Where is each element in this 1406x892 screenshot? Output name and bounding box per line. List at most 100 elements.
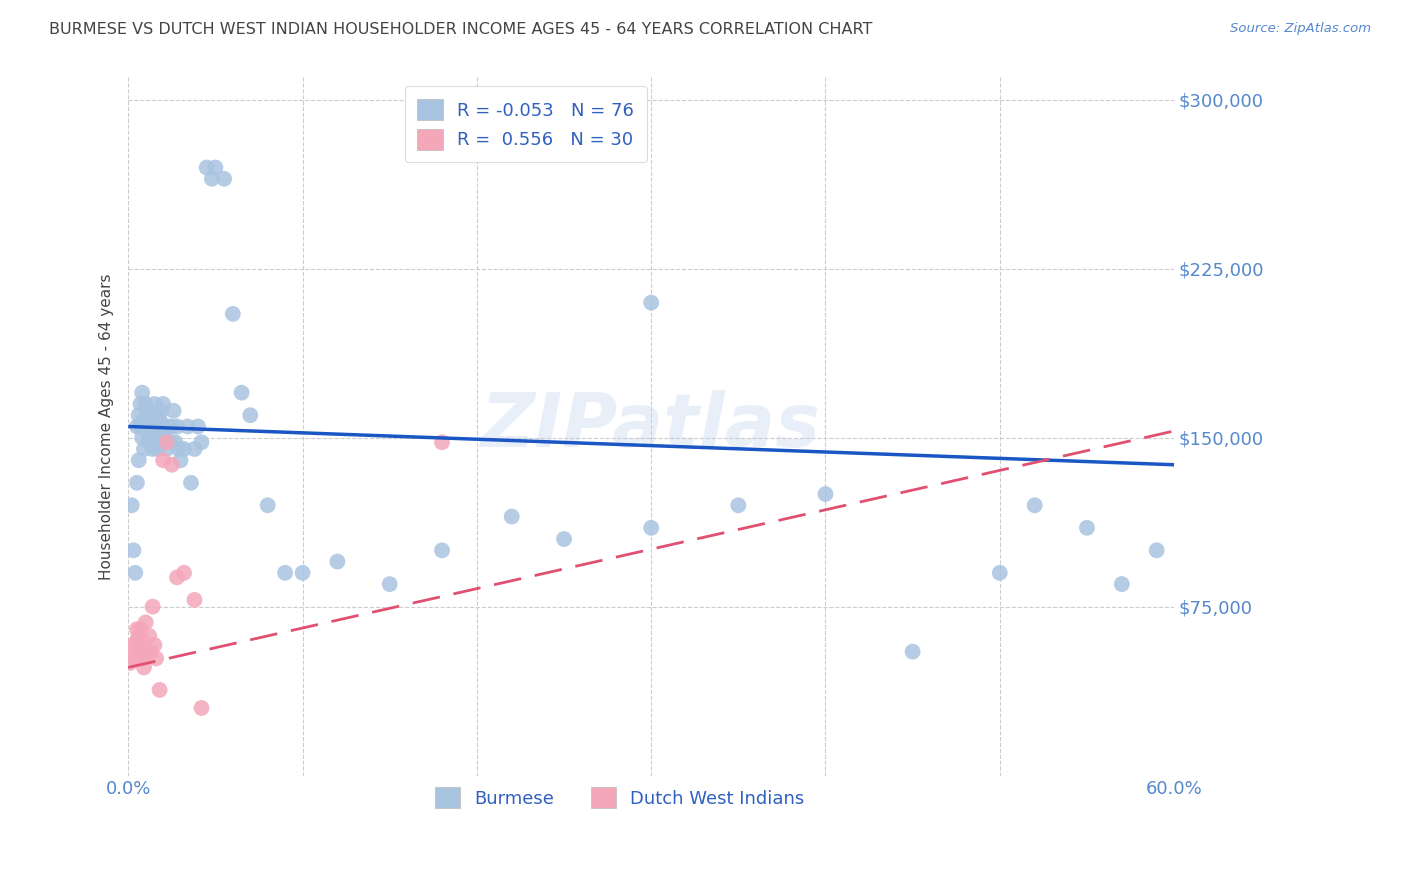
Point [125,633,148,648]
Point [553,532,575,546]
Point [153,431,176,445]
Point [136,645,159,659]
Text: ZIPatlas: ZIPatlas [481,390,821,463]
Point [132,442,155,456]
Point [231,385,253,400]
Point [149,426,172,441]
Point [239,408,262,422]
Y-axis label: Householder Income Ages 45 - 64 years: Householder Income Ages 45 - 64 years [100,273,114,580]
Point [187,419,209,434]
Point [145,435,167,450]
Point [135,419,157,434]
Point [166,570,188,584]
Point [640,295,662,310]
Point [129,622,152,636]
Point [195,161,218,175]
Point [183,442,205,456]
Point [150,403,173,417]
Point [1146,543,1168,558]
Point [131,385,153,400]
Point [138,435,160,450]
Text: BURMESE VS DUTCH WEST INDIAN HOUSEHOLDER INCOME AGES 45 - 64 YEARS CORRELATION C: BURMESE VS DUTCH WEST INDIAN HOUSEHOLDER… [49,22,873,37]
Legend: Burmese, Dutch West Indians: Burmese, Dutch West Indians [427,780,811,815]
Point [146,442,169,456]
Point [136,426,159,441]
Point [162,403,184,417]
Point [128,629,150,643]
Point [145,651,167,665]
Point [149,682,172,697]
Point [167,442,190,456]
Point [155,435,177,450]
Point [212,171,235,186]
Point [166,419,188,434]
Point [139,403,162,417]
Point [160,458,183,472]
Point [131,633,153,648]
Point [129,397,152,411]
Point [124,566,146,580]
Point [122,543,145,558]
Point [160,419,183,434]
Point [190,701,212,715]
Point [139,645,162,659]
Point [142,413,165,427]
Point [1024,498,1046,512]
Point [159,435,181,450]
Point [1076,521,1098,535]
Point [901,645,924,659]
Point [326,555,349,569]
Point [125,419,148,434]
Point [142,599,165,614]
Point [121,645,143,659]
Point [152,419,174,434]
Point [121,498,143,512]
Point [165,435,187,450]
Point [814,487,837,501]
Point [128,453,150,467]
Point [143,638,166,652]
Point [173,566,195,580]
Point [169,453,191,467]
Point [176,419,198,434]
Point [124,651,146,665]
Point [640,521,662,535]
Point [132,645,155,659]
Point [149,413,172,427]
Point [132,660,155,674]
Point [152,397,174,411]
Point [122,638,145,652]
Point [727,498,749,512]
Point [291,566,314,580]
Point [118,656,141,670]
Point [125,622,148,636]
Point [131,651,153,665]
Point [128,408,150,422]
Point [129,638,152,652]
Point [430,435,453,450]
Point [152,453,174,467]
Point [180,475,202,490]
Point [138,629,160,643]
Point [201,171,224,186]
Text: Source: ZipAtlas.com: Source: ZipAtlas.com [1230,22,1371,36]
Point [145,419,167,434]
Point [173,442,195,456]
Point [143,397,166,411]
Point [128,645,150,659]
Point [204,161,226,175]
Point [143,426,166,441]
Point [136,408,159,422]
Point [1111,577,1133,591]
Point [157,419,180,434]
Point [131,431,153,445]
Point [132,413,155,427]
Point [222,307,245,321]
Point [501,509,523,524]
Point [135,615,157,630]
Point [150,435,173,450]
Point [430,543,453,558]
Point [274,566,297,580]
Point [139,419,162,434]
Point [155,442,177,456]
